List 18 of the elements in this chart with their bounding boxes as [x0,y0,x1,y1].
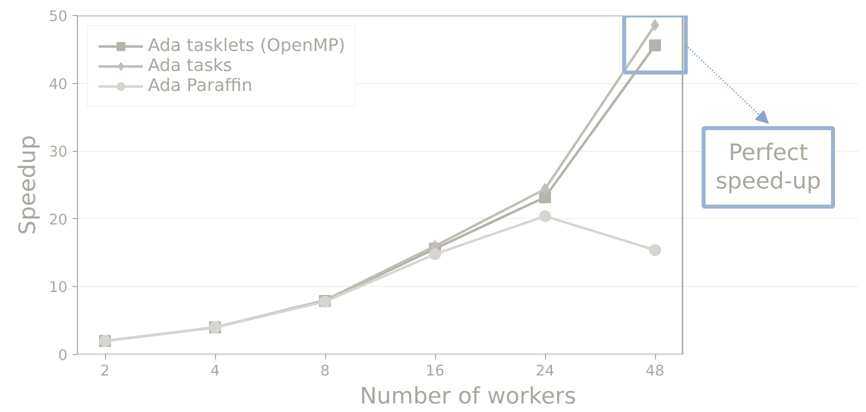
y-tick-label: 0 [58,347,68,364]
x-tick-label: 16 [426,362,444,380]
y-tick-label: 10 [48,279,68,296]
y-tick-label: 40 [48,76,68,93]
x-tick-label: 2 [100,362,110,380]
text: Perfect speed-up [716,140,821,195]
legend-label: Ada tasks [148,56,232,76]
y-tick-label: 30 [48,144,68,161]
x-tick-label: 8 [320,362,330,380]
legend-label: Ada Paraffin [148,76,252,96]
x-axis-title: Number of workers [360,384,576,410]
y-tick-label: 20 [48,211,68,228]
x-tick-label: 48 [646,362,664,380]
legend-label: Ada tasklets (OpenMP) [148,36,346,56]
x-tick-label: 4 [210,362,220,380]
y-axis-title: Speedup [14,135,41,235]
x-tick-label: 24 [536,362,554,380]
y-tick-label: 50 [48,8,68,25]
